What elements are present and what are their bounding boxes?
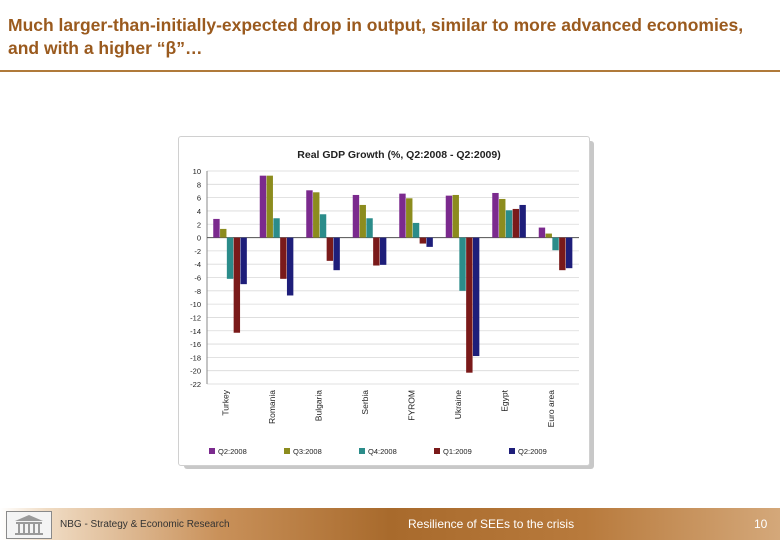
- bar-fyrom-q2-2009: [426, 237, 433, 247]
- bar-fyrom-q4-2008: [412, 222, 420, 238]
- legend-swatch: [434, 448, 440, 454]
- legend-label: Q4:2008: [368, 447, 397, 456]
- bar-ukraine-q2-2009: [472, 237, 480, 357]
- y-tick-label: 0: [197, 234, 201, 243]
- bar-fyrom-q3-2008: [406, 198, 413, 238]
- category-label: Euro area: [546, 390, 556, 428]
- y-tick-label: 8: [197, 180, 201, 189]
- chart-frame: Real GDP Growth (%, Q2:2008 - Q2:2009) 10…: [178, 136, 590, 466]
- y-tick-label: 6: [197, 194, 201, 203]
- bar-egypt-q3-2008: [499, 198, 506, 238]
- category-label: Serbia: [360, 390, 370, 415]
- bar-romania-q2-2009: [286, 237, 294, 296]
- y-tick-label: -12: [190, 313, 201, 322]
- legend-label: Q2:2008: [218, 447, 247, 456]
- y-tick-label: -14: [190, 327, 201, 336]
- bar-serbia-q1-2009: [373, 237, 380, 266]
- bar-turkey-q2-2008: [213, 218, 220, 238]
- bar-euro-area-q4-2008: [552, 237, 559, 251]
- y-tick-label: -16: [190, 340, 201, 349]
- bar-fyrom-q2-2008: [399, 193, 406, 238]
- y-tick-label: 10: [193, 167, 201, 176]
- legend-swatch: [209, 448, 215, 454]
- title-divider: [0, 70, 780, 72]
- legend-swatch: [359, 448, 365, 454]
- bar-bulgaria-q3-2008: [313, 192, 320, 238]
- legend-swatch: [509, 448, 515, 454]
- bar-ukraine-q3-2008: [452, 194, 459, 238]
- bar-bulgaria-q2-2008: [306, 190, 313, 238]
- slide-title: Much larger-than-initially-expected drop…: [8, 15, 744, 58]
- bar-romania-q2-2008: [259, 175, 267, 238]
- y-tick-label: -4: [194, 260, 201, 269]
- bar-turkey-q4-2008: [226, 237, 234, 279]
- bar-turkey-q3-2008: [220, 228, 227, 238]
- legend-label: Q3:2008: [293, 447, 322, 456]
- page-number: 10: [754, 517, 768, 531]
- bar-serbia-q2-2009: [379, 237, 387, 265]
- bar-ukraine-q1-2009: [466, 237, 473, 373]
- bar-serbia-q2-2008: [352, 194, 360, 238]
- bar-bulgaria-q4-2008: [319, 214, 327, 238]
- footer-bar: NBG - Strategy & Economic Research Resil…: [0, 508, 780, 540]
- bar-euro-area-q1-2009: [559, 237, 566, 271]
- bar-egypt-q1-2009: [512, 208, 520, 238]
- y-tick-label: -6: [194, 274, 201, 283]
- bar-romania-q3-2008: [266, 175, 273, 238]
- y-tick-label: -18: [190, 353, 201, 362]
- legend-swatch: [284, 448, 290, 454]
- bar-bulgaria-q1-2009: [326, 237, 334, 261]
- bar-ukraine-q2-2008: [445, 195, 453, 238]
- y-tick-label: 2: [197, 220, 201, 229]
- legend-label: Q1:2009: [443, 447, 472, 456]
- category-label: Romania: [267, 390, 277, 424]
- category-label: FYROM: [406, 390, 416, 421]
- gdp-growth-chart: Real GDP Growth (%, Q2:2008 - Q2:2009) 10…: [190, 149, 579, 456]
- category-label: Bulgaria: [313, 390, 323, 421]
- footer-department: NBG - Strategy & Economic Research: [60, 519, 230, 530]
- bar-serbia-q4-2008: [366, 218, 373, 238]
- bar-egypt-q4-2008: [505, 210, 513, 238]
- bar-bulgaria-q2-2009: [333, 237, 340, 271]
- bar-euro-area-q2-2009: [565, 237, 573, 269]
- y-tick-label: -20: [190, 367, 201, 376]
- category-label: Ukraine: [453, 390, 463, 420]
- y-tick-label: -2: [194, 247, 201, 256]
- bank-building-icon: [15, 515, 43, 535]
- category-label: Turkey: [220, 389, 230, 415]
- chart-title: Real GDP Growth (%, Q2:2008 - Q2:2009): [297, 149, 500, 161]
- footer-presentation-title: Resilience of SEEs to the crisis: [408, 517, 575, 531]
- bar-romania-q4-2008: [273, 218, 280, 238]
- y-tick-label: 4: [197, 207, 201, 216]
- bar-euro-area-q2-2008: [538, 227, 546, 238]
- y-tick-label: -22: [190, 380, 201, 389]
- bar-turkey-q1-2009: [233, 237, 241, 333]
- nbg-logo: [6, 511, 52, 539]
- bar-romania-q1-2009: [280, 237, 287, 279]
- bar-serbia-q3-2008: [359, 204, 366, 238]
- y-tick-label: -10: [190, 300, 201, 309]
- y-tick-label: -8: [194, 287, 201, 296]
- bar-turkey-q2-2009: [240, 237, 247, 285]
- category-label: Egypt: [499, 389, 509, 411]
- legend-label: Q2:2009: [518, 447, 547, 456]
- bar-egypt-q2-2008: [492, 192, 499, 238]
- bar-ukraine-q4-2008: [459, 237, 466, 291]
- bar-euro-area-q3-2008: [545, 233, 552, 238]
- bar-egypt-q2-2009: [519, 204, 526, 238]
- bar-fyrom-q1-2009: [419, 237, 427, 244]
